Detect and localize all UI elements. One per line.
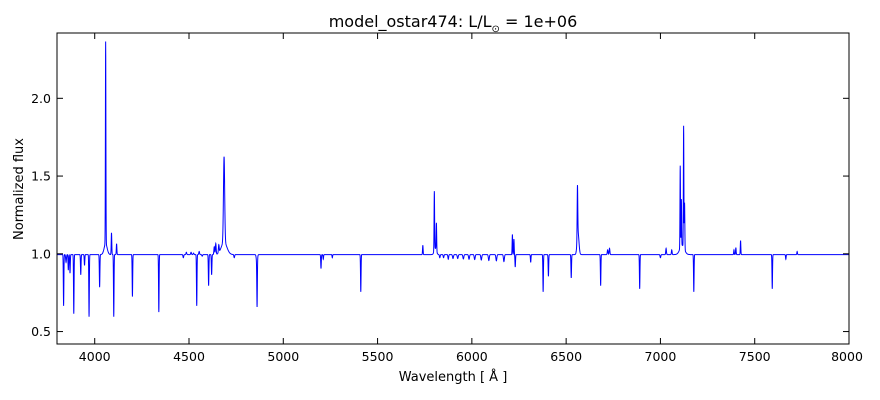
chart-title-subscript: ⊙ [492, 24, 500, 35]
y-tick-label: 1.5 [31, 169, 51, 184]
y-tick-label: 2.0 [31, 91, 51, 106]
chart-title-suffix: = 1e+06 [500, 12, 577, 31]
y-axis: 0.5 1.0 1.5 2.0 [31, 91, 849, 339]
spectrum-line [57, 41, 849, 317]
x-tick-label: 7000 [645, 349, 677, 364]
x-axis-label: Wavelength [ Å ] [399, 369, 508, 385]
x-tick-label: 6000 [456, 349, 488, 364]
x-tick-label: 6500 [550, 349, 582, 364]
x-axis: 4000 4500 5000 5500 6000 6500 7000 7500 8000 [79, 33, 863, 364]
chart-title-prefix: model_ostar474: L/L [329, 12, 492, 32]
y-axis-label: Normalized flux [12, 138, 27, 240]
x-tick-label: 4500 [173, 349, 205, 364]
x-tick-label: 5500 [362, 349, 394, 364]
plot-frame [56, 32, 850, 345]
chart-title: model_ostar474: L/L⊙ = 1e+06 [329, 12, 578, 35]
x-tick-label: 7500 [739, 349, 771, 364]
y-tick-label: 1.0 [31, 246, 51, 261]
x-tick-label: 4000 [79, 349, 111, 364]
y-tick-label: 0.5 [31, 324, 51, 339]
x-tick-label: 5000 [267, 349, 299, 364]
x-tick-label: 8000 [831, 349, 863, 364]
